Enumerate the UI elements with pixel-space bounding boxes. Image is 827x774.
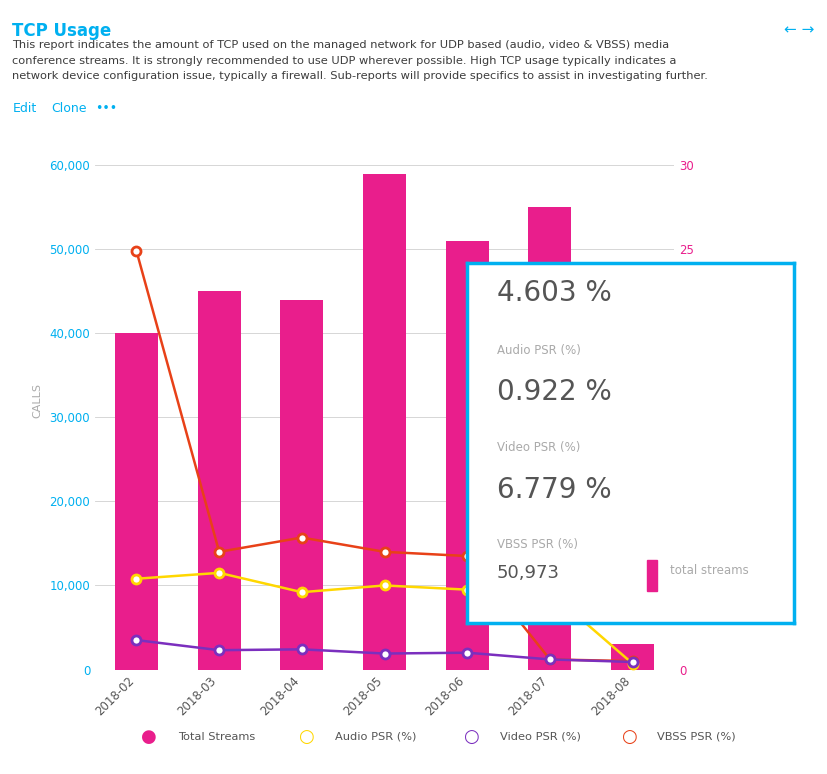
Text: Audio PSR (%): Audio PSR (%) [335,732,416,741]
Text: conference streams. It is strongly recommended to use UDP wherever possible. Hig: conference streams. It is strongly recom… [12,56,676,66]
Text: ○: ○ [620,728,637,746]
Bar [115,334,158,670]
Text: Edit: Edit [12,102,36,115]
Y-axis label: POOR %: POOR % [725,378,735,423]
Text: VBSS PSR (%): VBSS PSR (%) [657,732,736,741]
Bar [280,300,323,670]
Text: This report indicates the amount of TCP used on the managed network for UDP base: This report indicates the amount of TCP … [12,40,670,50]
Bar [647,560,657,591]
Text: TCP Usage: TCP Usage [12,22,112,39]
Text: Audio PSR (%): Audio PSR (%) [497,344,581,357]
Text: Clone: Clone [51,102,87,115]
Bar [446,241,489,670]
Text: •••: ••• [95,102,117,115]
Text: 4.603 %: 4.603 % [497,279,611,307]
Bar [611,644,654,670]
Text: ○: ○ [298,728,314,746]
Bar [198,291,241,670]
Text: 50,973: 50,973 [497,563,560,582]
Text: 6.779 %: 6.779 % [497,475,611,504]
Text: Video PSR (%): Video PSR (%) [497,441,580,454]
Text: 0.922 %: 0.922 % [497,378,611,406]
Text: Total Streams: Total Streams [178,732,255,741]
Y-axis label: CALLS: CALLS [32,383,42,418]
Text: ← →: ← → [784,22,815,36]
Text: ●: ● [141,728,157,746]
Text: VBSS PSR (%): VBSS PSR (%) [497,539,577,552]
Bar [528,207,571,670]
Text: Video PSR (%): Video PSR (%) [500,732,581,741]
Text: network device configuration issue, typically a firewall. Sub-reports will provi: network device configuration issue, typi… [12,71,708,81]
Text: total streams: total streams [670,563,748,577]
Text: ○: ○ [463,728,480,746]
Bar [363,173,406,670]
